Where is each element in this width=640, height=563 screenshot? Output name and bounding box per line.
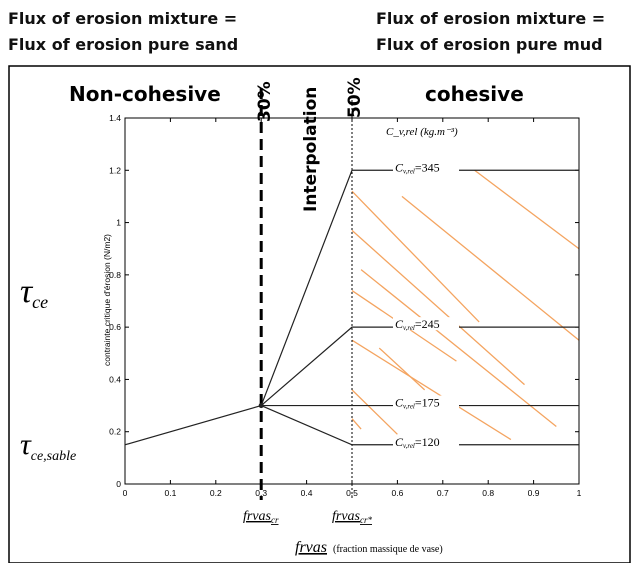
series-label: Cv,rel=245: [395, 317, 440, 332]
tau-ce-subscript: ce: [32, 292, 48, 312]
tau-sable-subscript: ce,sable: [31, 449, 76, 464]
junction-point: [259, 403, 264, 408]
y-tick-label: 1.4: [109, 113, 121, 123]
series-label: Cv,rel=345: [395, 160, 440, 175]
x-tick-label: 1: [577, 488, 582, 498]
series-line-245: [261, 327, 579, 405]
x-axis-symbol: frvas: [295, 539, 327, 556]
x-tick-label: 0.7: [437, 488, 449, 498]
y-axis-title: contrainte critique d'érosion (N/m2): [102, 234, 112, 366]
x-axis-title: frvas (fraction massique de vase): [295, 539, 443, 556]
hatch-line-0: [352, 191, 479, 322]
sand-line: [125, 406, 261, 445]
series-label-subscript: v,rel: [403, 403, 415, 411]
legend-header: C_v,rel (kg.m⁻³): [386, 126, 458, 138]
x-tick-label: 0.9: [528, 488, 540, 498]
series-label-subscript: v,rel: [403, 442, 415, 450]
hatch-region: [352, 170, 579, 439]
hatch-line-6: [475, 170, 579, 248]
hatch-line-9: [352, 419, 361, 429]
x-tick-label: 0.1: [164, 488, 176, 498]
series-label-subscript: v,rel: [403, 324, 415, 332]
series-label-subscript: v,rel: [403, 167, 415, 175]
tau-sable-label: τce,sable: [20, 428, 76, 464]
x-axis-note: (fraction massique de vase): [333, 544, 443, 555]
x-tick-label: 0.2: [210, 488, 222, 498]
x-tick-label: 0.6: [391, 488, 403, 498]
hatch-line-5: [352, 390, 397, 434]
x-tick-label: 0.8: [482, 488, 494, 498]
frvas-cr-star-label: frvascr*: [332, 509, 372, 525]
y-tick-label: 1: [116, 218, 121, 228]
series-label-value: =245: [415, 317, 440, 331]
region-label-interpolation: Interpolation: [301, 87, 321, 212]
y-tick-label: 0: [116, 479, 121, 489]
hatch-line-3: [352, 340, 511, 439]
threshold-label-50: 50%: [345, 77, 365, 118]
region-label-cohesive: cohesive: [425, 82, 524, 106]
series-label-value: =175: [415, 396, 440, 410]
hatch-line-8: [379, 348, 424, 390]
tau-ce-label: τce: [20, 273, 48, 312]
frvas-cr-subscript: cr: [271, 515, 279, 525]
frvas-cr-label: frvascr: [243, 509, 279, 525]
y-tick-label: 1.2: [109, 165, 121, 175]
series-label: Cv,rel=175: [395, 396, 440, 411]
series-label-value: =345: [415, 160, 440, 174]
x-tick-label: 0: [123, 488, 128, 498]
frvas-cr-star-subscript: cr*: [360, 515, 372, 525]
frvas-cr-star-symbol: frvas: [332, 509, 361, 524]
series-label: Cv,rel=120: [395, 435, 440, 450]
x-tick-label: 0.4: [301, 488, 313, 498]
y-tick-label: 0.2: [109, 427, 121, 437]
y-tick-label: 0.4: [109, 374, 121, 384]
threshold-label-30: 30%: [255, 81, 275, 122]
series-label-value: =120: [415, 435, 440, 449]
frvas-cr-symbol: frvas: [243, 509, 272, 524]
region-label-non-cohesive: Non-cohesive: [69, 82, 221, 106]
